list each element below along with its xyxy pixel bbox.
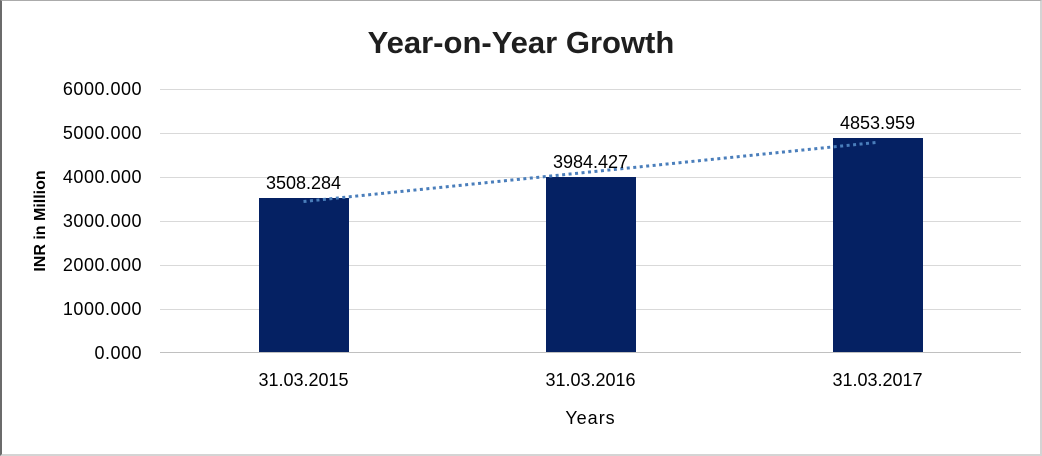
y-tick-label: 0.000: [94, 343, 142, 363]
bar-31.03.2016: [545, 176, 636, 352]
bar-31.03.2015: [258, 197, 349, 352]
x-axis-title: Years: [565, 408, 616, 428]
x-tick-label: 31.03.2016: [545, 370, 636, 390]
y-tick-label: 3000.000: [62, 211, 142, 231]
y-tick-label: 1000.000: [62, 299, 142, 319]
bar-31.03.2017: [832, 138, 923, 352]
chart-title: Year-on-Year Growth: [367, 25, 675, 60]
gridline: [160, 89, 1021, 90]
data-label: 4853.959: [839, 113, 916, 134]
x-tick-label: 31.03.2015: [258, 370, 349, 390]
x-tick-label: 31.03.2017: [832, 370, 923, 390]
x-axis-line: [160, 352, 1021, 353]
data-label: 3508.284: [265, 172, 342, 193]
y-tick-label: 4000.000: [62, 167, 142, 187]
gridline: [160, 133, 1021, 134]
y-tick-label: 2000.000: [62, 255, 142, 275]
y-tick-label: 5000.000: [62, 123, 142, 143]
y-tick-label: 6000.000: [62, 79, 142, 99]
data-label: 3984.427: [552, 151, 629, 172]
